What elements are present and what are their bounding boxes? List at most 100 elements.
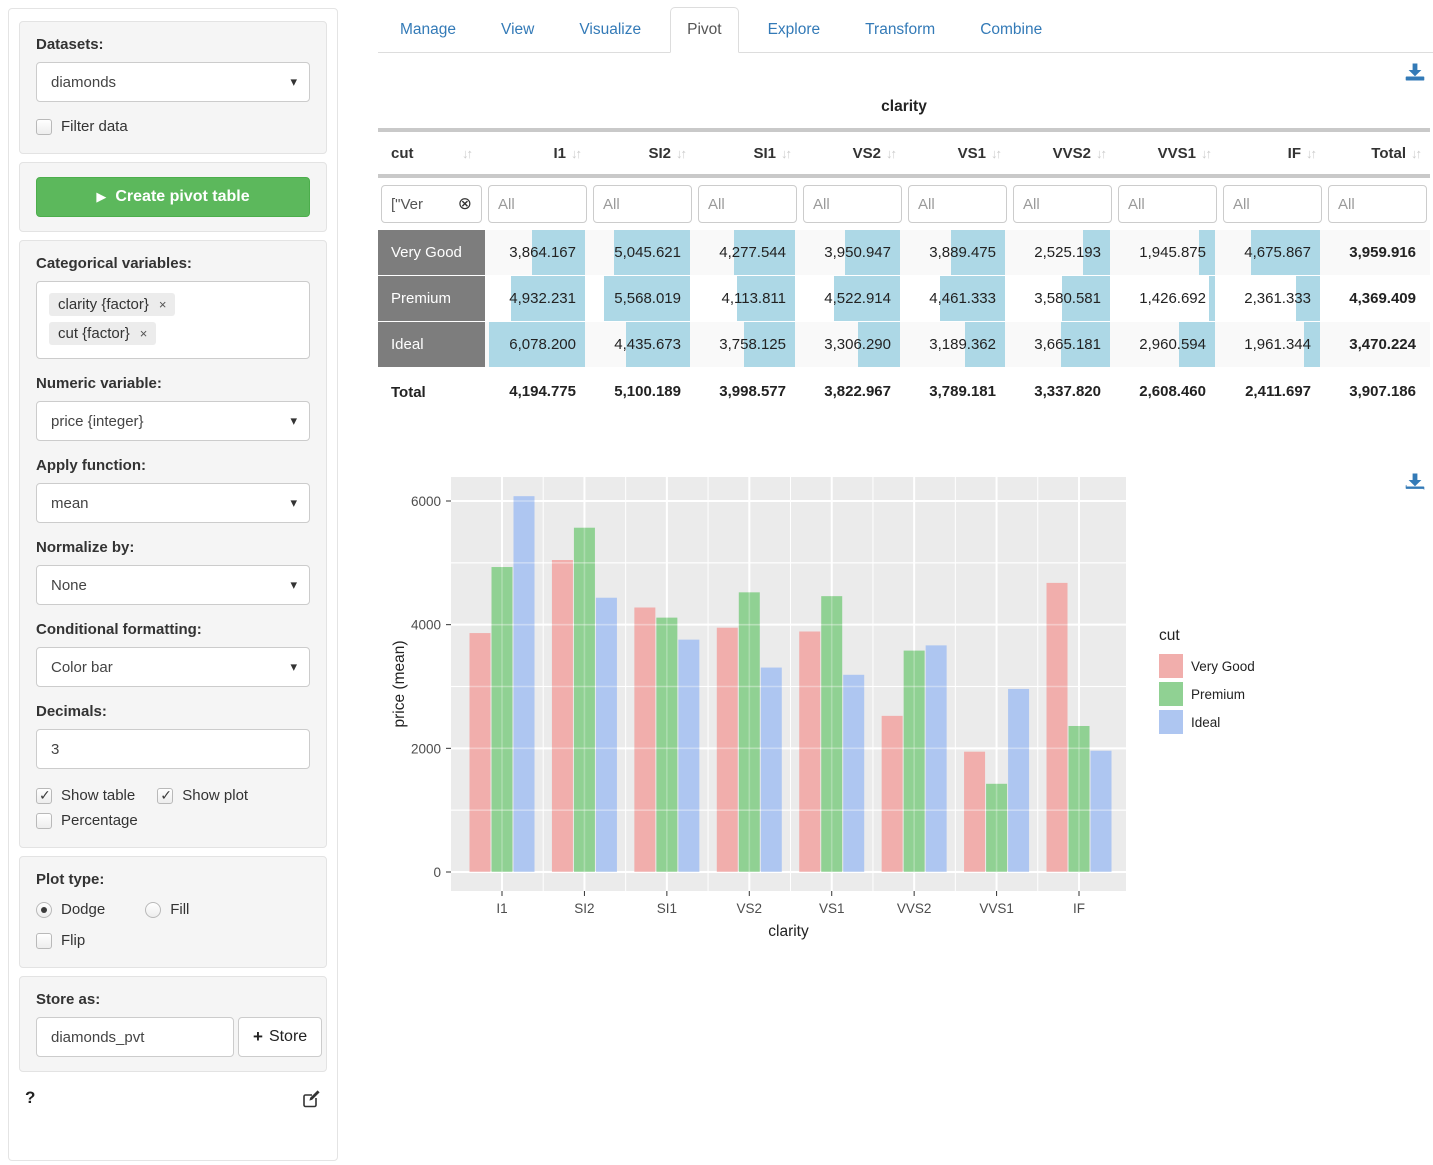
column-header-label: cut (391, 144, 414, 162)
conditional-formatting-select[interactable]: Color bar ▾ (36, 647, 310, 687)
cell-value: 3,189.362 (929, 336, 996, 353)
cell-value: 1,961.344 (1244, 336, 1311, 353)
bar-ideal-SI1 (678, 639, 700, 872)
column-header-vs2[interactable]: VS2 ↓↑ (800, 132, 905, 174)
percentage-checkbox[interactable]: Percentage (36, 812, 310, 829)
filter-input-cut[interactable]: ["Ver ⊗ (381, 185, 482, 223)
numeric-variable-select[interactable]: price {integer} ▾ (36, 401, 310, 441)
tab-transform[interactable]: Transform (865, 21, 936, 38)
table-cell: 1,426.692 (1115, 276, 1220, 322)
table-row: Ideal 6,078.200 4,435.673 3,758.125 3,306.29… (378, 322, 1430, 368)
decimals-label: Decimals: (36, 703, 107, 720)
table-cell: 1,945.875 (1115, 230, 1220, 276)
store-button[interactable]: + Store (238, 1017, 323, 1057)
flip-label: Flip (61, 932, 86, 949)
decimals-input[interactable] (36, 729, 310, 769)
tab-explore[interactable]: Explore (767, 21, 821, 38)
color-bar (1062, 276, 1110, 321)
filter-input-i1[interactable]: All (488, 185, 587, 223)
column-header-label: SI1 (753, 144, 776, 162)
column-total-cell: 3,907.186 (1325, 368, 1430, 416)
categorical-variables-input[interactable]: clarity {factor} × cut {factor} × (36, 281, 310, 359)
edit-icon[interactable] (302, 1089, 321, 1108)
sort-icon: ↓↑ (1096, 145, 1107, 161)
download-plot-icon[interactable] (1405, 473, 1425, 491)
create-pivot-table-button[interactable]: ▶ Create pivot table (36, 177, 310, 217)
filter-placeholder: All (603, 195, 620, 213)
svg-text:IF: IF (1073, 901, 1085, 916)
column-header-label: IF (1287, 144, 1301, 162)
chevron-down-icon: ▾ (290, 495, 297, 510)
variable-tag[interactable]: clarity {factor} × (49, 293, 176, 316)
column-header-i1[interactable]: I1 ↓↑ (485, 132, 590, 174)
tab-manage[interactable]: Manage (400, 21, 457, 38)
variable-tag[interactable]: cut {factor} × (49, 322, 157, 345)
help-icon[interactable]: ? (25, 1088, 36, 1107)
column-header-vs1[interactable]: VS1 ↓↑ (905, 132, 1010, 174)
table-cell: 2,361.333 (1220, 276, 1325, 322)
show-table-checkbox[interactable]: Show table (36, 787, 135, 804)
tab-visualize[interactable]: Visualize (579, 21, 642, 38)
filter-input-vvs2[interactable]: All (1013, 185, 1112, 223)
color-bar (511, 276, 585, 321)
filter-input-vs1[interactable]: All (908, 185, 1007, 223)
clear-filter-icon[interactable]: ⊗ (457, 194, 472, 213)
column-header-total[interactable]: Total ↓↑ (1325, 132, 1430, 174)
filter-input-vs2[interactable]: All (803, 185, 902, 223)
legend-title: cut (1159, 627, 1180, 644)
remove-tag-icon[interactable]: × (139, 326, 148, 341)
bar-premium-IF (1068, 725, 1090, 872)
bar-very-good-SI2 (551, 560, 573, 872)
plot-type-fill-radio[interactable]: Fill (145, 901, 189, 918)
filter-input-si1[interactable]: All (698, 185, 797, 223)
column-header-si1[interactable]: SI1 ↓↑ (695, 132, 800, 174)
bar-very-good-SI1 (634, 607, 656, 872)
numeric-variable-value: price {integer} (51, 412, 144, 430)
table-cell: 4,435.673 (590, 322, 695, 368)
plot-type-dodge-radio[interactable]: Dodge (36, 901, 105, 918)
column-total-cell: 2,411.697 (1220, 368, 1325, 416)
filter-input-total[interactable]: All (1328, 185, 1427, 223)
remove-tag-icon[interactable]: × (158, 297, 167, 312)
store-panel: Store as: + Store (19, 976, 327, 1072)
pivot-options-panel: Categorical variables: clarity {factor} ×… (19, 240, 327, 848)
apply-function-select[interactable]: mean ▾ (36, 483, 310, 523)
column-header-cut[interactable]: cut ↓↑ (378, 132, 485, 174)
column-header-vvs1[interactable]: VVS1 ↓↑ (1115, 132, 1220, 174)
filter-data-checkbox[interactable]: Filter data (36, 118, 310, 135)
column-header-vvs2[interactable]: VVS2 ↓↑ (1010, 132, 1115, 174)
main-content: Manage View Visualize Pivot Explore Transform… (378, 0, 1433, 1165)
pivot-plot-section: 0 2000 4000 6000 I1 SI2 SI1 VS2 VS1 VVS2 VVS1 IF cla… (388, 455, 1255, 947)
column-header-if[interactable]: IF ↓↑ (1220, 132, 1325, 174)
tab-combine[interactable]: Combine (980, 21, 1043, 38)
legend-item: Very Good (1159, 654, 1255, 678)
show-plot-checkbox[interactable]: Show plot (157, 787, 248, 804)
color-bar (733, 230, 795, 275)
column-header-label: VVS1 (1157, 144, 1196, 162)
normalize-select[interactable]: None ▾ (36, 565, 310, 605)
total-row-header: Total (378, 368, 485, 416)
column-header-si2[interactable]: SI2 ↓↑ (590, 132, 695, 174)
flip-checkbox[interactable]: Flip (36, 932, 310, 949)
show-table-label: Show table (61, 787, 136, 804)
tab-pivot[interactable]: Pivot (670, 7, 739, 53)
filter-input-vvs1[interactable]: All (1118, 185, 1217, 223)
cell-value: 4,675.867 (1244, 244, 1311, 261)
bar-ideal-I1 (513, 496, 535, 872)
download-table-icon[interactable] (1405, 63, 1425, 81)
pivot-table: cut ↓↑ I1 ↓↑ SI2 ↓↑ SI1 ↓↑ VS2 ↓↑ VS1 ↓↑ VVS2 ↓↑ VVS1 ↓… (378, 128, 1430, 416)
filter-input-if[interactable]: All (1223, 185, 1322, 223)
tab-view[interactable]: View (501, 21, 535, 38)
table-cell: 4,522.914 (800, 276, 905, 322)
dataset-select[interactable]: diamonds ▾ (36, 62, 310, 102)
filter-input-si2[interactable]: All (593, 185, 692, 223)
store-as-input[interactable] (36, 1017, 234, 1057)
svg-text:VVS1: VVS1 (979, 901, 1014, 916)
store-as-label: Store as: (36, 991, 101, 1008)
svg-text:0: 0 (433, 865, 441, 880)
store-button-label: Store (268, 1028, 308, 1045)
checkbox-icon (36, 787, 52, 804)
column-total-cell: 3,998.577 (695, 368, 800, 416)
cell-value: 1,945.875 (1139, 244, 1206, 261)
column-total-cell: 5,100.189 (590, 368, 695, 416)
